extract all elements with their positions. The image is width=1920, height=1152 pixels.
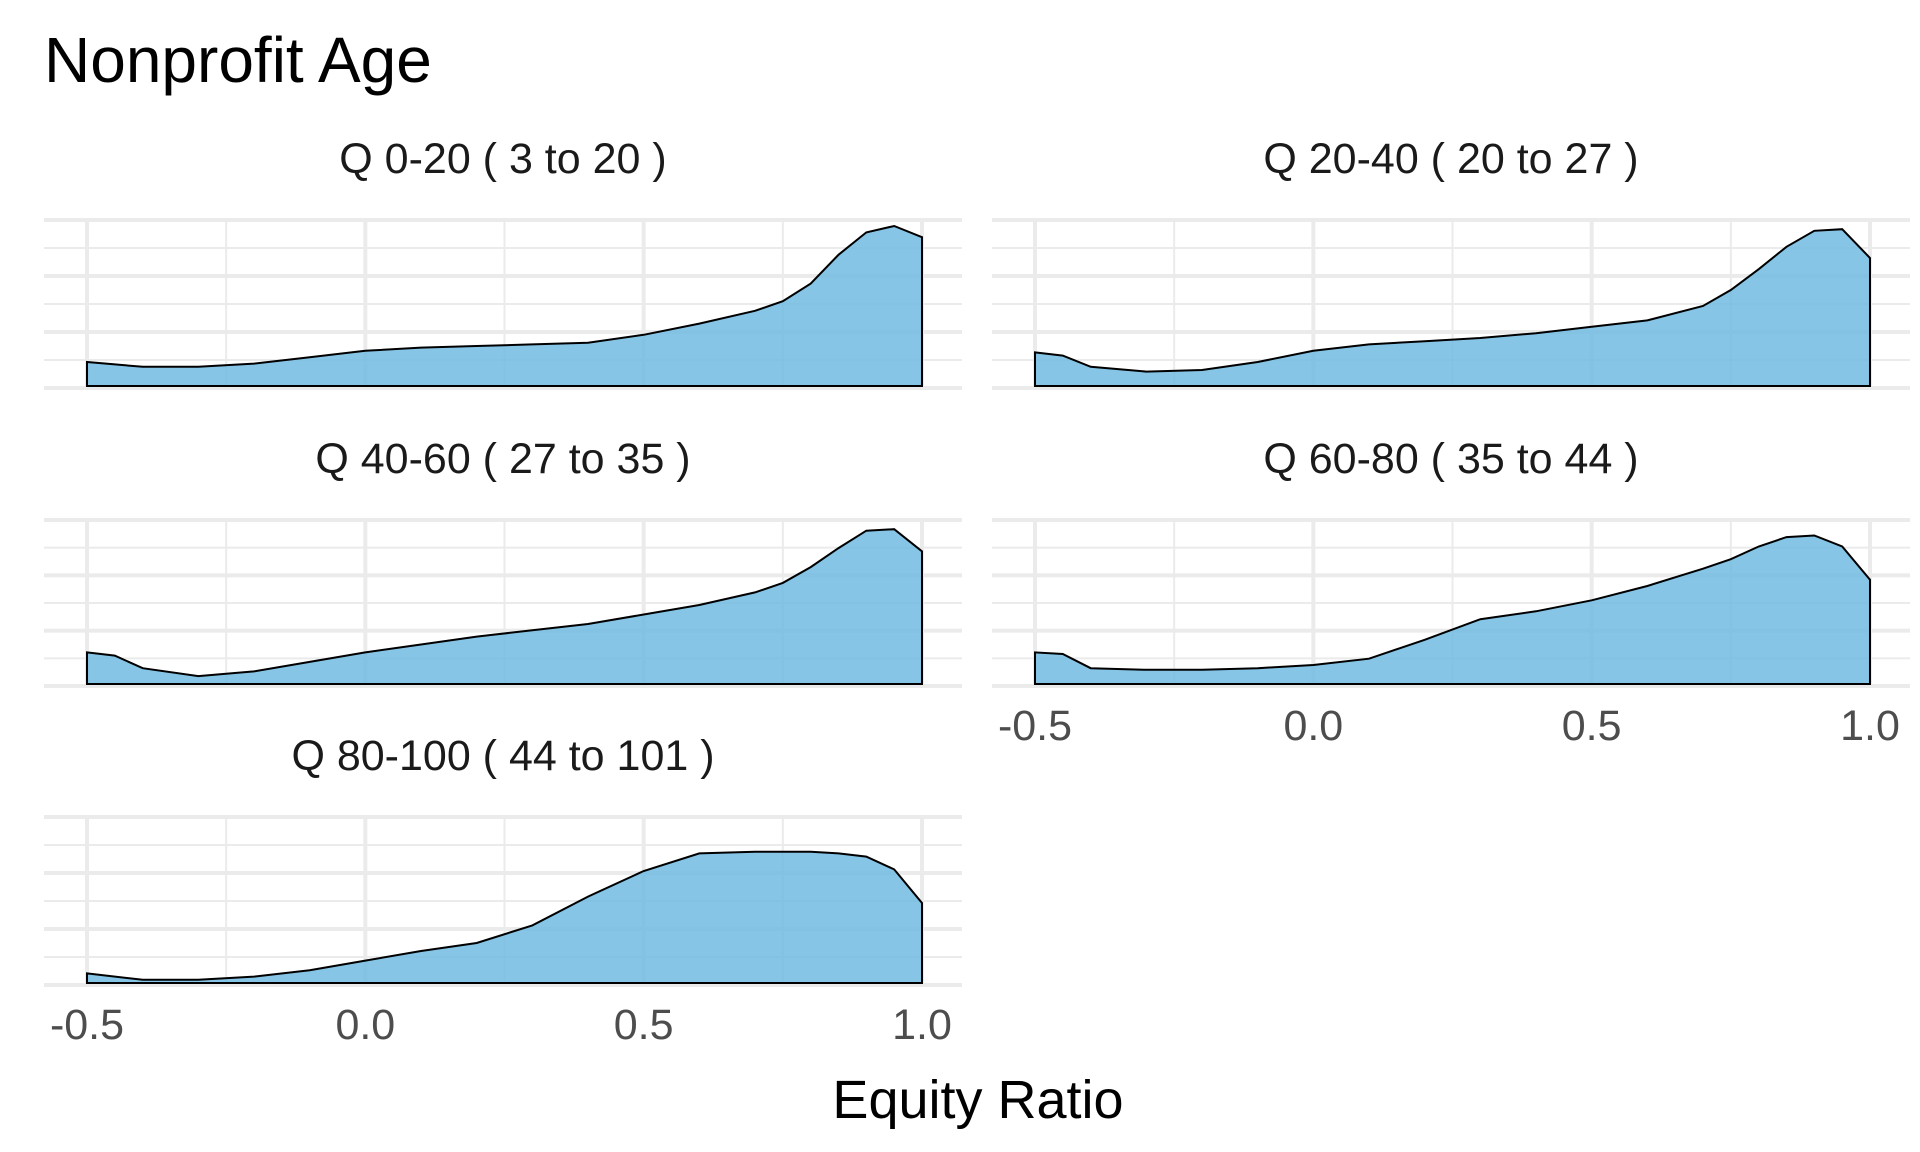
density-area: [1034, 228, 1871, 387]
x-tick-label: -0.5: [998, 702, 1072, 750]
facet-panel: Q 40-60 ( 27 to 35 ): [44, 435, 962, 688]
facet-panel: Q 0-20 ( 3 to 20 ): [44, 135, 962, 390]
density-area: [1034, 534, 1871, 685]
x-tick-label: -0.5: [50, 1001, 124, 1049]
density-area: [86, 528, 923, 685]
x-tick-label: 1.0: [892, 1001, 952, 1049]
density-area: [86, 224, 923, 387]
x-tick-label: 1.0: [1840, 702, 1900, 750]
x-tick-label: 0.0: [335, 1001, 395, 1049]
chart-title: Nonprofit Age: [44, 24, 432, 96]
density-area: [86, 850, 923, 984]
facet-strip-label: Q 0-20 ( 3 to 20 ): [339, 135, 666, 183]
x-tick-label: 0.5: [1562, 702, 1622, 750]
facet-panel: Q 20-40 ( 20 to 27 ): [992, 135, 1910, 390]
facet-panel: Q 80-100 ( 44 to 101 ): [44, 732, 962, 987]
x-axis-label: Equity Ratio: [832, 1070, 1123, 1130]
facet-panel: Q 60-80 ( 35 to 44 ): [992, 435, 1910, 688]
facet-strip-label: Q 40-60 ( 27 to 35 ): [315, 435, 690, 483]
facet-strip-label: Q 60-80 ( 35 to 44 ): [1263, 435, 1638, 483]
facet-strip-label: Q 80-100 ( 44 to 101 ): [291, 732, 714, 780]
x-tick-label: 0.0: [1283, 702, 1343, 750]
facet-strip-label: Q 20-40 ( 20 to 27 ): [1263, 135, 1638, 183]
x-tick-label: 0.5: [614, 1001, 674, 1049]
x-axis-ticks: -0.5 0.0 0.5 1.0 -0.5 0.0 0.5 1.0: [50, 702, 1900, 1049]
facet-panels: Q 0-20 ( 3 to 20 ) Q 20-40 ( 20 to 27 ) Q …: [44, 135, 1910, 987]
